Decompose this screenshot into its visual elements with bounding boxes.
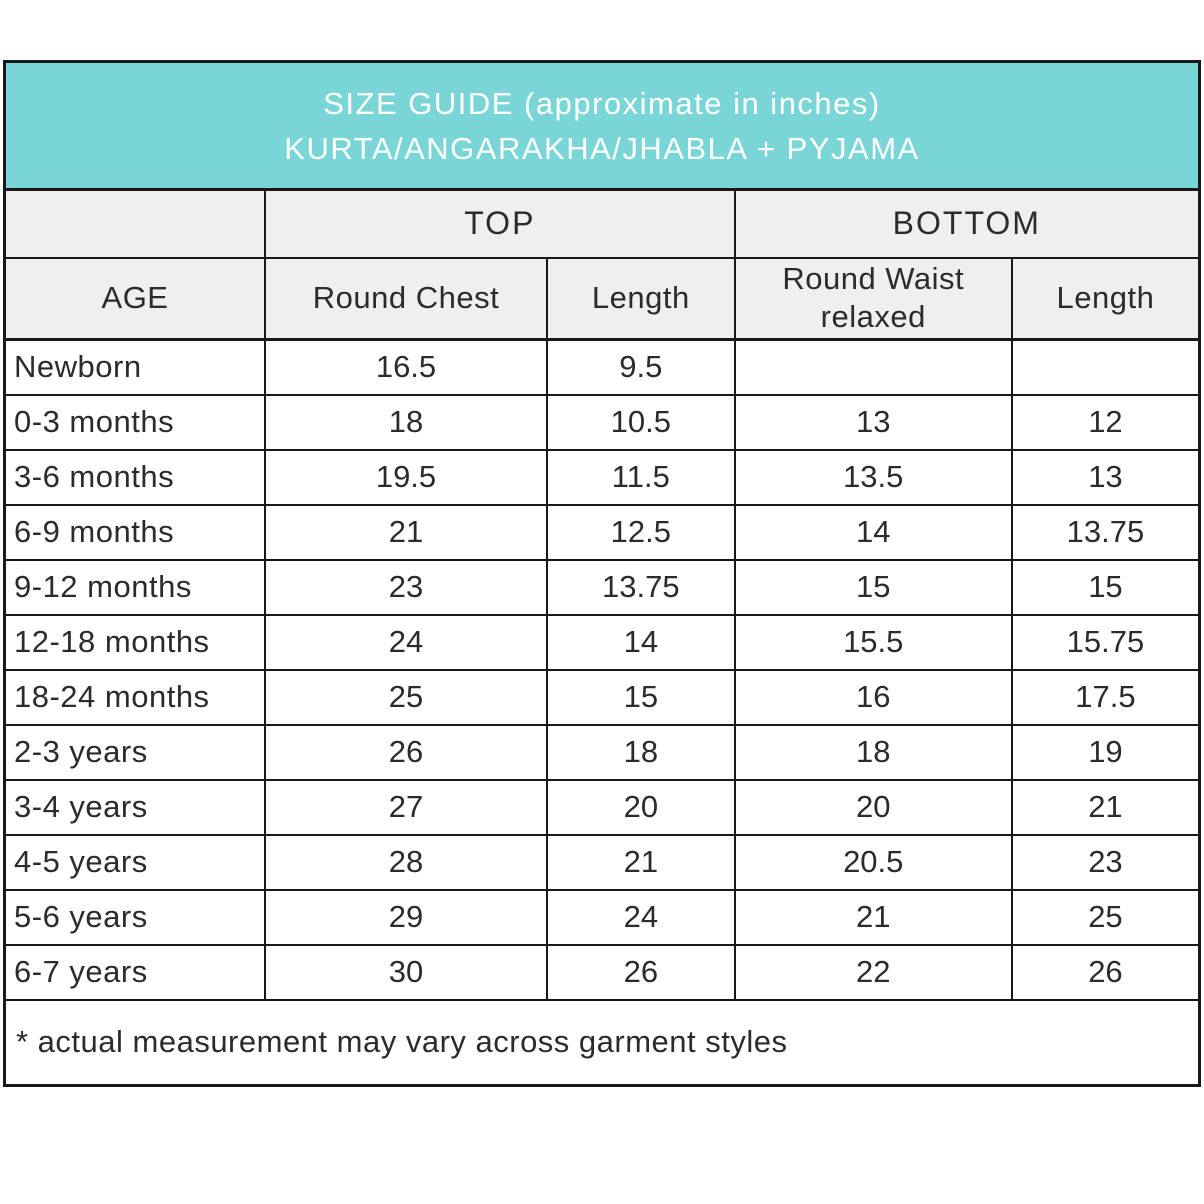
group-header-empty [3,188,266,259]
top-length-cell: 9.5 [546,338,736,396]
round-waist-cell: 16 [733,668,1013,726]
round-waist-cell: 14 [733,503,1013,561]
table-row: 6-7 years 30 26 22 26 [3,943,1201,1001]
age-cell: 5-6 years [3,888,266,946]
top-length-cell: 12.5 [546,503,736,561]
group-header-top: TOP [264,188,736,259]
age-cell: 2-3 years [3,723,266,781]
round-waist-cell: 22 [733,943,1013,1001]
round-waist-cell: 15.5 [733,613,1013,671]
bottom-length-cell [1010,338,1201,396]
table-row: 4-5 years 28 21 20.5 23 [3,833,1201,891]
bottom-length-cell: 15.75 [1010,613,1201,671]
top-length-cell: 26 [546,943,736,1001]
age-cell: 6-7 years [3,943,266,1001]
bottom-length-cell: 13.75 [1010,503,1201,561]
bottom-length-cell: 12 [1010,393,1201,451]
age-cell: 3-4 years [3,778,266,836]
table-row: 5-6 years 29 24 21 25 [3,888,1201,946]
bottom-length-cell: 23 [1010,833,1201,891]
round-waist-cell: 20 [733,778,1013,836]
column-header-top-length: Length [546,256,736,341]
round-waist-cell: 18 [733,723,1013,781]
round-chest-cell: 26 [263,723,549,781]
round-chest-cell: 21 [263,503,549,561]
table-row: 12-18 months 24 14 15.5 15.75 [3,613,1201,671]
group-header-row: TOP BOTTOM [3,188,1201,259]
table-row: 3-6 months 19.5 11.5 13.5 13 [3,448,1201,506]
column-header-bottom-length: Length [1010,256,1201,341]
size-guide-table: SIZE GUIDE (approximate in inches) KURTA… [3,60,1201,1087]
age-cell: 4-5 years [3,833,266,891]
table-row: 18-24 months 25 15 16 17.5 [3,668,1201,726]
round-waist-cell: 13.5 [733,448,1013,506]
footnote-row: * actual measurement may vary across gar… [3,998,1201,1087]
round-chest-cell: 29 [263,888,549,946]
round-waist-cell: 15 [733,558,1013,616]
top-length-cell: 21 [546,833,736,891]
round-waist-cell [733,338,1013,396]
round-waist-cell: 21 [733,888,1013,946]
round-chest-cell: 18 [263,393,549,451]
column-header-age: AGE [3,256,266,341]
table-body: Newborn 16.5 9.5 0-3 months 18 10.5 13 1… [3,338,1201,1001]
table-row: Newborn 16.5 9.5 [3,338,1201,396]
age-cell: 18-24 months [3,668,266,726]
table-row: 3-4 years 27 20 20 21 [3,778,1201,836]
bottom-length-cell: 21 [1010,778,1201,836]
group-header-bottom: BOTTOM [733,188,1201,259]
bottom-length-cell: 25 [1010,888,1201,946]
age-cell: 12-18 months [3,613,266,671]
round-chest-cell: 23 [263,558,549,616]
bottom-length-cell: 26 [1010,943,1201,1001]
bottom-length-cell: 15 [1010,558,1201,616]
page: SIZE GUIDE (approximate in inches) KURTA… [3,60,1201,1087]
top-length-cell: 10.5 [546,393,736,451]
title-row: SIZE GUIDE (approximate in inches) KURTA… [3,60,1201,191]
age-cell: 6-9 months [3,503,266,561]
round-chest-cell: 30 [263,943,549,1001]
round-chest-cell: 19.5 [263,448,549,506]
round-waist-cell: 20.5 [733,833,1013,891]
table-row: 9-12 months 23 13.75 15 15 [3,558,1201,616]
age-cell: Newborn [3,338,266,396]
top-length-cell: 11.5 [546,448,736,506]
table-title-line2: KURTA/ANGARAKHA/JHABLA + PYJAMA [284,130,920,166]
age-cell: 0-3 months [3,393,266,451]
column-header-round-waist: Round Waist relaxed [733,256,1013,341]
top-length-cell: 24 [546,888,736,946]
footnote: * actual measurement may vary across gar… [3,998,1201,1087]
column-header-row: AGE Round Chest Length Round Waist relax… [3,256,1201,341]
top-length-cell: 14 [546,613,736,671]
table-title: SIZE GUIDE (approximate in inches) KURTA… [3,60,1201,191]
round-chest-cell: 28 [263,833,549,891]
round-chest-cell: 24 [263,613,549,671]
bottom-length-cell: 13 [1010,448,1201,506]
age-cell: 9-12 months [3,558,266,616]
top-length-cell: 15 [546,668,736,726]
column-header-round-chest: Round Chest [263,256,549,341]
age-cell: 3-6 months [3,448,266,506]
table-row: 6-9 months 21 12.5 14 13.75 [3,503,1201,561]
round-chest-cell: 25 [263,668,549,726]
bottom-length-cell: 17.5 [1010,668,1201,726]
round-chest-cell: 16.5 [263,338,549,396]
bottom-length-cell: 19 [1010,723,1201,781]
top-length-cell: 13.75 [546,558,736,616]
table-row: 0-3 months 18 10.5 13 12 [3,393,1201,451]
table-title-line1: SIZE GUIDE (approximate in inches) [323,85,881,121]
round-chest-cell: 27 [263,778,549,836]
table-row: 2-3 years 26 18 18 19 [3,723,1201,781]
top-length-cell: 20 [546,778,736,836]
round-waist-cell: 13 [733,393,1013,451]
top-length-cell: 18 [546,723,736,781]
